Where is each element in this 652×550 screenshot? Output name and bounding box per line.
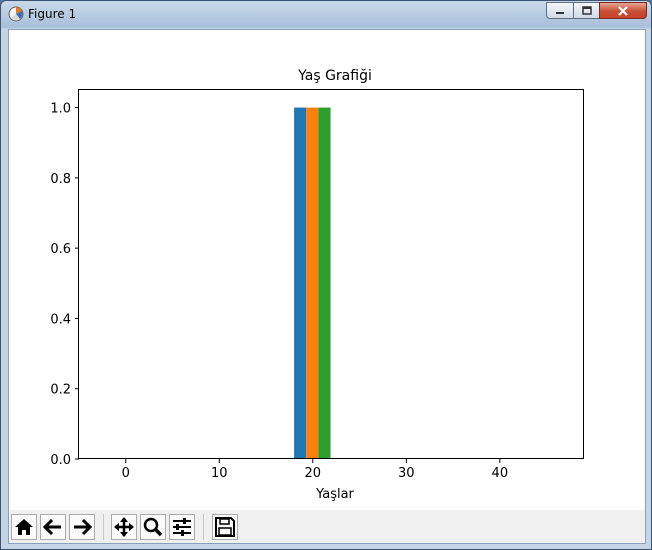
navigation-toolbar	[9, 510, 645, 543]
app-icon	[8, 6, 24, 22]
bar-2	[318, 107, 331, 460]
maximize-icon	[581, 6, 592, 15]
toolbar-separator	[103, 514, 104, 540]
y-axis-ticks: 0.0 0.2 0.4 0.6 0.8 1.0	[50, 102, 79, 468]
zoom-button[interactable]	[140, 514, 166, 540]
x-tick-label: 40	[492, 466, 509, 481]
close-button[interactable]	[599, 2, 647, 19]
save-button[interactable]	[212, 514, 238, 540]
figure-canvas: Yaş Grafiği 0 10 20 30 40 0.0 0.2 0.4 0.6 0.8 1.0…	[8, 29, 646, 544]
y-tick-label: 1.0	[50, 102, 71, 117]
configure-subplots-icon	[173, 518, 191, 536]
toolbar-separator	[203, 514, 204, 540]
close-icon	[618, 5, 628, 16]
chart-title: Yaş Grafiği	[297, 68, 372, 84]
y-tick-label: 0.0	[50, 453, 71, 468]
pan-button[interactable]	[111, 514, 137, 540]
back-arrow-icon	[42, 518, 61, 536]
minimize-button[interactable]	[546, 2, 574, 19]
x-tick-label: 0	[122, 466, 130, 481]
x-tick-label: 20	[305, 466, 322, 481]
window-title: Figure 1	[28, 7, 77, 21]
bars-layer	[294, 107, 331, 460]
bar-1	[306, 107, 319, 460]
back-button[interactable]	[40, 514, 66, 540]
y-tick-label: 0.4	[50, 312, 71, 327]
home-button[interactable]	[11, 514, 37, 540]
save-icon	[215, 517, 235, 537]
plot-frame	[78, 89, 584, 459]
x-axis-ticks: 0 10 20 30 40	[122, 459, 508, 481]
chart[interactable]: Yaş Grafiği 0 10 20 30 40 0.0 0.2 0.4 0.6 0.8 1.0…	[9, 30, 645, 510]
minimize-icon	[556, 11, 564, 14]
pan-icon	[114, 517, 134, 537]
configure-subplots-button[interactable]	[169, 514, 195, 540]
zoom-icon	[143, 517, 163, 537]
x-tick-label: 30	[398, 466, 415, 481]
x-axis-label: Yaşlar	[315, 487, 354, 502]
forward-arrow-icon	[74, 518, 93, 536]
y-tick-label: 0.6	[50, 242, 71, 257]
y-tick-label: 0.8	[50, 172, 71, 187]
forward-button[interactable]	[69, 514, 95, 540]
title-bar[interactable]: Figure 1	[1, 1, 651, 29]
home-icon	[15, 519, 33, 535]
y-tick-label: 0.2	[50, 383, 71, 398]
maximize-button[interactable]	[573, 2, 600, 19]
x-tick-label: 10	[211, 466, 228, 481]
bar-0	[294, 107, 307, 460]
